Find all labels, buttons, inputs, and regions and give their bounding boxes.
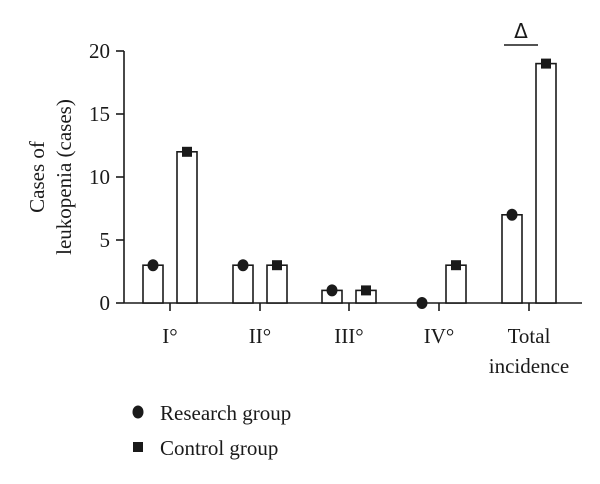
y-axis: 0 5 10 15 20 [89,39,125,315]
x-tick-label: II° [249,324,271,348]
x-tick-label: Total [508,324,551,348]
bar-research [501,214,523,304]
x-tick-label: I° [162,324,177,348]
legend-label: Research group [160,401,291,425]
research-point-marker [237,259,249,272]
y-axis-title-line: leukopenia (cases) [52,99,76,255]
y-tick-label: 20 [89,39,110,63]
research-point-marker [326,284,338,297]
bar-control [535,62,557,304]
control-point-marker [272,260,282,271]
y-tick-label: 15 [89,102,110,126]
bar-control [176,151,198,304]
control-point-marker [182,146,192,157]
bars [142,58,557,309]
control-point-marker [541,58,551,69]
control-point-marker [361,285,371,296]
legend-label: Control group [160,436,278,460]
y-axis-title: Cases of leukopenia (cases) [25,99,76,255]
x-tick-label: incidence [489,354,569,378]
research-point-marker [147,259,159,272]
y-tick-label: 5 [100,228,111,252]
legend: Research group Control group [132,401,291,460]
bar-control [445,264,467,304]
research-point-marker [506,208,518,221]
annotations: Δ [504,19,538,46]
x-tick-label: III° [334,324,363,348]
x-tick-label: IV° [424,324,455,348]
significance-symbol: Δ [514,19,528,43]
y-axis-title-line: Cases of [25,141,49,213]
legend-circle-icon [132,405,144,419]
x-axis: I° II° III° IV° Total incidence [124,302,582,378]
bar-control [266,264,288,304]
y-tick-label: 0 [100,291,111,315]
research-point-marker [416,297,428,309]
y-tick-label: 10 [89,165,110,189]
control-point-marker [451,260,461,271]
legend-square-icon [133,442,143,452]
